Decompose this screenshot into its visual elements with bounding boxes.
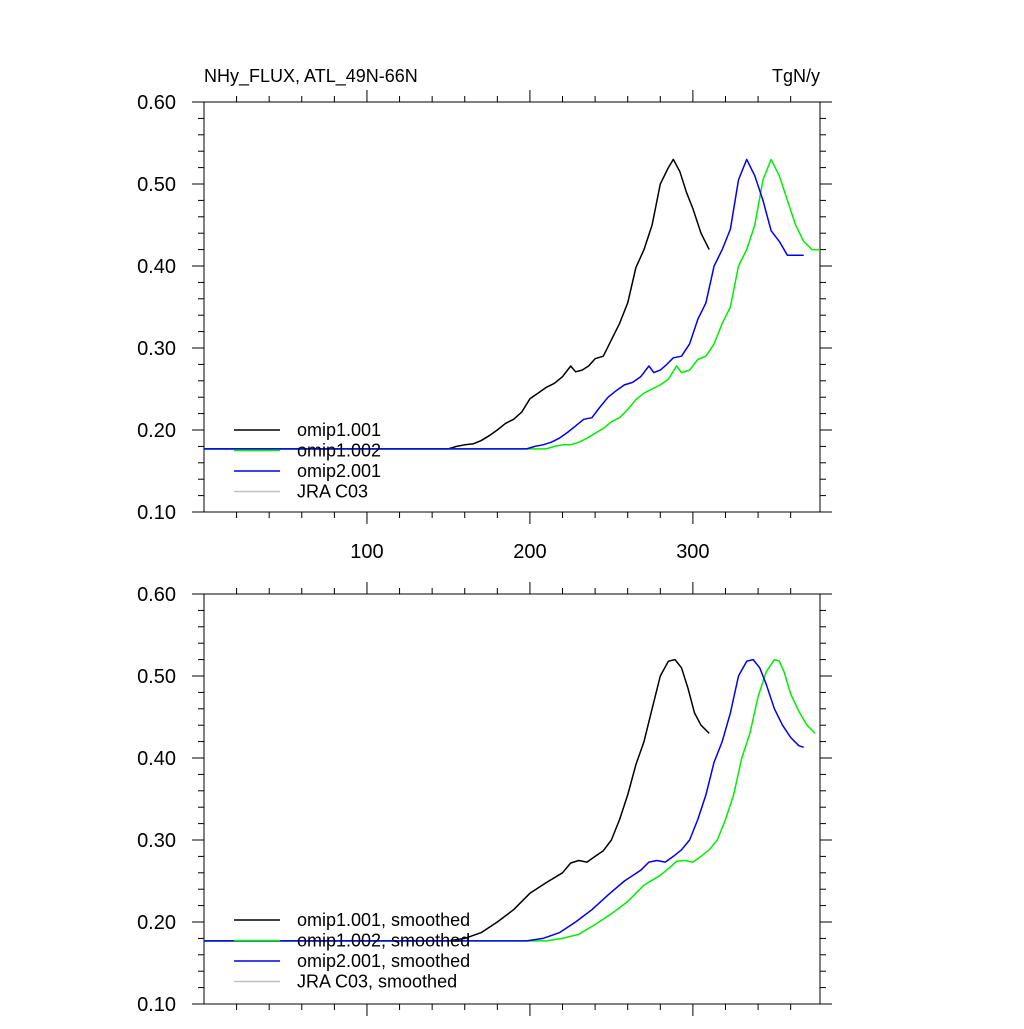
panel-2-y-tick-label: 0.10 bbox=[137, 994, 176, 1016]
panel-2-y-tick-label: 0.50 bbox=[137, 666, 176, 688]
panel-1-y-tick-label: 0.60 bbox=[137, 92, 176, 114]
panel-2-y-tick-label: 0.40 bbox=[137, 748, 176, 770]
panel-2-y-tick-label: 0.60 bbox=[137, 584, 176, 606]
panel-2-series-line-2 bbox=[204, 658, 816, 942]
panel-1-y-tick-label: 0.10 bbox=[137, 502, 176, 524]
panel-1-series-line-1 bbox=[204, 158, 710, 450]
panel-1-legend-label-3: omip2.001 bbox=[297, 461, 381, 481]
panel-2-legend-label-1: omip1.001, smoothed bbox=[297, 910, 470, 930]
panel-1-legend-label-1: omip1.001 bbox=[297, 420, 381, 440]
panel-1-y-tick-label: 0.30 bbox=[137, 338, 176, 360]
panel-1-plot-frame bbox=[203, 101, 821, 513]
chart-units-label: TgN/y bbox=[772, 66, 820, 86]
chart-title: NHy_FLUX, ATL_49N-66N bbox=[204, 66, 418, 87]
panel-1-y-tick-label: 0.40 bbox=[137, 256, 176, 278]
panel-2-legend-label-3: omip2.001, smoothed bbox=[297, 951, 470, 971]
panel-1-y-tick-label: 0.20 bbox=[137, 420, 176, 442]
panel-2-y-tick-label: 0.30 bbox=[137, 830, 176, 852]
panel-1-legend-label-4: JRA C03 bbox=[297, 482, 368, 502]
panel-2-legend-label-2: omip1.002, smoothed bbox=[297, 931, 470, 951]
panel-2-series-line-3 bbox=[204, 658, 804, 942]
panel-1-x-tick-label: 200 bbox=[513, 541, 546, 563]
panel-1-series-line-2 bbox=[204, 158, 820, 450]
panel-1-y-tick-label: 0.50 bbox=[137, 174, 176, 196]
panel-1-x-tick-label: 100 bbox=[350, 541, 383, 563]
panel-2-y-tick-label: 0.20 bbox=[137, 912, 176, 934]
panel-1-x-tick-label: 300 bbox=[676, 541, 709, 563]
panel-1-legend-label-2: omip1.002 bbox=[297, 441, 381, 461]
panel-2-series-line-1 bbox=[204, 658, 710, 942]
panel-2-legend-label-4: JRA C03, smoothed bbox=[297, 972, 457, 992]
panel-1-series-line-3 bbox=[204, 158, 804, 450]
panel-2-plot-frame bbox=[203, 593, 821, 1005]
